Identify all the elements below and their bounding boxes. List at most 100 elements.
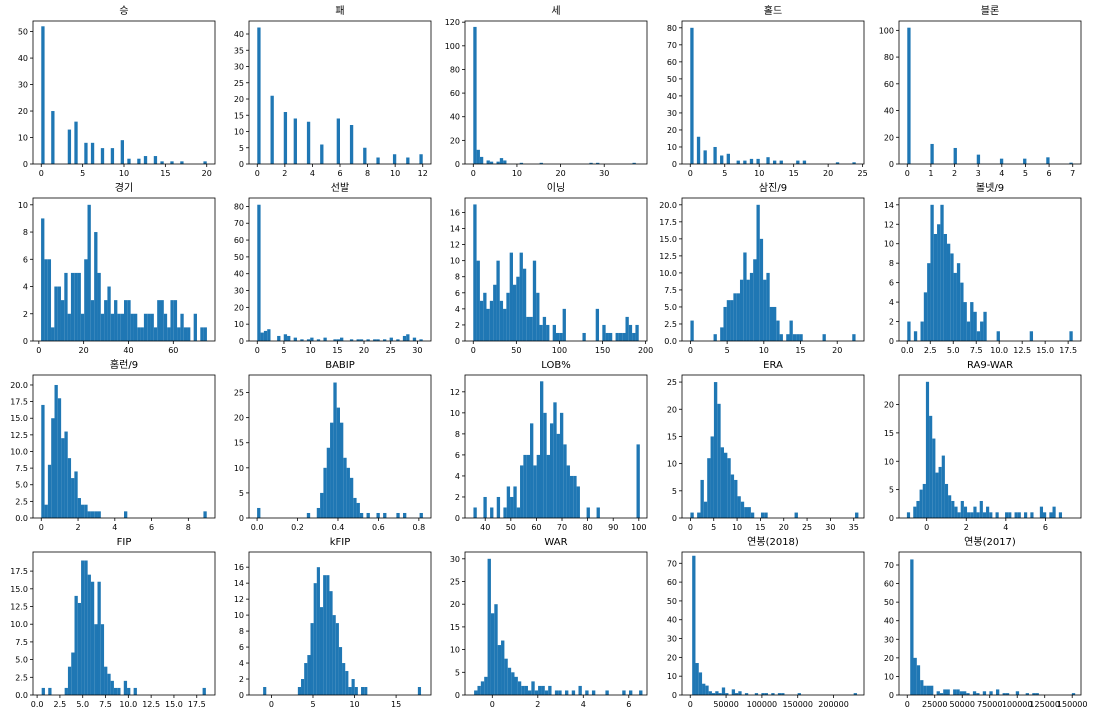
- y-tick-label: 0: [889, 337, 894, 346]
- histogram-bar: [94, 624, 98, 695]
- axes-frame: [464, 20, 648, 165]
- y-tick-label: 0: [239, 514, 244, 523]
- histogram-bar: [556, 433, 560, 518]
- x-tick-label: 4: [1003, 523, 1008, 532]
- y-tick-label: 0.0: [15, 514, 28, 523]
- histogram-bar: [1052, 506, 1056, 518]
- histogram-bar: [562, 308, 566, 341]
- histogram-bar: [753, 259, 757, 341]
- y-tick-label: 50: [667, 597, 677, 606]
- x-tick-label: 0: [269, 700, 274, 709]
- axes-frame: [248, 197, 432, 342]
- x-tick-label: 2: [964, 523, 969, 532]
- histogram-bar: [203, 327, 207, 341]
- histogram-bar: [794, 512, 798, 518]
- histogram-bar: [940, 204, 944, 341]
- x-tick-label: 0: [924, 523, 929, 532]
- histogram-bar: [932, 438, 936, 518]
- histogram-bar: [559, 412, 564, 518]
- histogram-bar: [733, 293, 737, 341]
- histogram-bar: [759, 238, 764, 341]
- y-tick-label: 70: [667, 41, 677, 50]
- y-tick-label: 0: [889, 160, 894, 169]
- y-tick-label: 8: [239, 627, 244, 636]
- histogram-bar: [923, 292, 928, 341]
- y-tick-label: 10.0: [10, 447, 28, 456]
- histogram-bar: [67, 666, 72, 695]
- histogram-bar: [300, 339, 304, 341]
- histogram-bar: [953, 689, 957, 695]
- panel-title: kFIP: [330, 537, 351, 548]
- histogram-bar: [608, 332, 613, 341]
- x-tick-label: 150000: [782, 700, 813, 709]
- y-tick-label: 10.0: [659, 269, 677, 278]
- histogram-bar: [183, 327, 188, 341]
- histogram-bar: [622, 690, 626, 695]
- histogram-bar: [713, 334, 717, 341]
- histogram-bar: [356, 502, 360, 518]
- histogram-bar: [639, 690, 643, 695]
- histogram-bar: [343, 457, 347, 518]
- histogram-bar: [907, 27, 911, 164]
- histogram-bar: [989, 691, 993, 695]
- x-tick-label: 12: [418, 169, 428, 178]
- histogram-bar: [632, 162, 636, 164]
- y-tick-label: 8: [455, 430, 460, 439]
- histogram-bar: [970, 302, 974, 341]
- histogram-bar: [320, 492, 324, 518]
- x-tick-label: 5.0: [947, 346, 960, 355]
- histogram-bar: [163, 313, 168, 341]
- histogram-bar: [1008, 512, 1012, 518]
- x-tick-label: 40: [480, 523, 490, 532]
- histogram-bar: [700, 479, 704, 518]
- y-tick-label: 10: [884, 457, 894, 466]
- histogram-bar: [503, 160, 507, 164]
- histogram-bar: [1017, 512, 1021, 518]
- x-tick-label: 12.5: [1013, 346, 1031, 355]
- y-tick-label: 30: [234, 287, 244, 296]
- x-tick-label: 2: [535, 700, 540, 709]
- x-tick-label: 10: [390, 169, 400, 178]
- histogram-bar: [524, 685, 528, 695]
- x-tick-label: 0.0: [31, 700, 44, 709]
- histogram-bar: [499, 158, 504, 164]
- histogram-bar: [835, 162, 840, 164]
- histogram-bar: [1046, 157, 1050, 164]
- histogram-bar: [596, 162, 600, 164]
- histogram-bar: [937, 224, 941, 341]
- histogram-bar: [277, 335, 281, 341]
- x-tick-label: 15.0: [165, 700, 183, 709]
- axes-frame: [32, 551, 216, 696]
- y-tick-label: 30: [884, 635, 894, 644]
- axes-frame: [681, 20, 865, 165]
- x-tick-label: 0: [39, 169, 44, 178]
- histogram-bar: [954, 506, 958, 518]
- histogram-bar: [74, 121, 78, 164]
- histogram-bar: [77, 272, 81, 341]
- x-tick-label: 2: [952, 169, 957, 178]
- histogram-bar: [539, 324, 543, 341]
- histogram-bar: [802, 160, 807, 164]
- histogram-bar: [319, 607, 324, 695]
- histogram-bar: [113, 687, 118, 695]
- y-tick-label: 10: [884, 240, 894, 249]
- histogram-bar: [67, 458, 72, 518]
- y-tick-label: 100: [445, 42, 460, 51]
- histogram-bar: [690, 27, 694, 164]
- histogram-bar: [982, 691, 987, 695]
- histogram-bar: [473, 26, 477, 165]
- histogram-bar: [951, 500, 955, 518]
- histogram-bar: [747, 507, 751, 518]
- histogram-bar: [546, 454, 550, 518]
- y-tick-label: 60: [450, 89, 460, 98]
- histogram-bar: [953, 147, 957, 164]
- histogram-bar: [513, 486, 517, 518]
- histogram-bar: [546, 324, 550, 341]
- histogram-bar: [731, 689, 736, 695]
- y-tick-label: 80: [884, 53, 894, 62]
- y-tick-label: 5: [239, 144, 244, 153]
- histogram-bar: [137, 158, 141, 164]
- x-tick-label: 30: [599, 169, 609, 178]
- y-tick-label: 20: [884, 401, 894, 410]
- x-tick-label: 10: [759, 346, 769, 355]
